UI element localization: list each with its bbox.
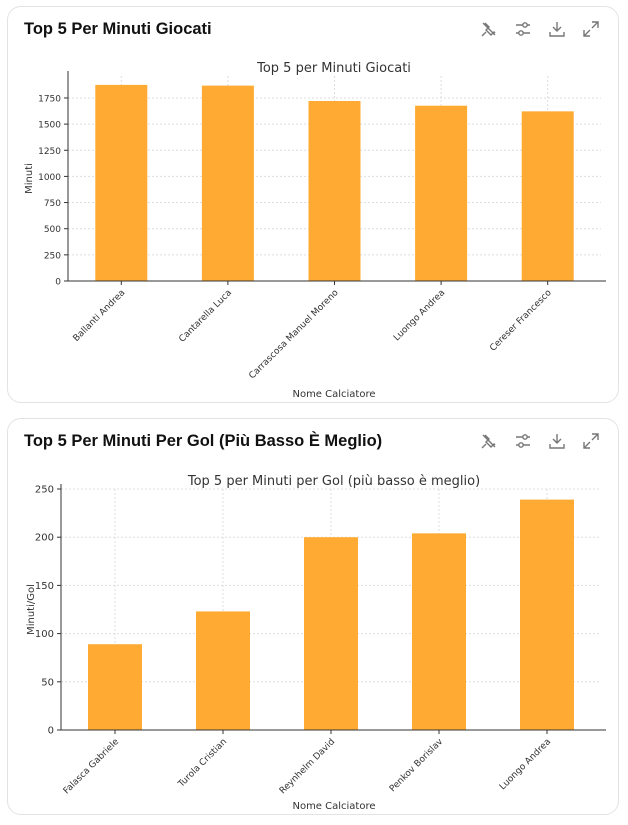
bar-chart-minutes: Top 5 per Minuti Giocati 0 250 500 750 1000 12… — [24, 61, 606, 400]
y-tick-label: 1250 — [38, 147, 61, 157]
x-tick-label: Reynhelm David — [278, 737, 337, 796]
chart-card-minutes-per-goal: Top 5 Per Minuti Per Gol (Più Basso È Me… — [7, 418, 619, 815]
bar — [521, 111, 574, 281]
card-toolbar — [480, 20, 600, 38]
expand-icon[interactable] — [582, 20, 600, 38]
y-tick-label: 1000 — [38, 173, 61, 183]
x-tick-label: Ballanti Andrea — [72, 288, 128, 344]
bar — [95, 84, 148, 281]
bar — [415, 105, 468, 282]
chart-card-minutes: Top 5 Per Minuti Giocati Top 5 per Minut… — [7, 6, 619, 403]
x-tick-label: Cantarella Luca — [177, 288, 234, 345]
chart-title: Top 5 per Minuti per Gol (più basso è me… — [187, 474, 480, 489]
download-icon[interactable] — [548, 20, 566, 38]
x-axis-label: Nome Calciatore — [292, 389, 375, 400]
x-tick-label: Falasca Gabriele — [62, 737, 122, 797]
y-tick-label: 150 — [35, 581, 54, 592]
download-icon[interactable] — [548, 432, 566, 450]
y-tick-label: 1500 — [38, 121, 61, 131]
y-tick-label: 200 — [35, 533, 54, 544]
x-tick-label: Turola Cristian — [176, 737, 229, 790]
chart-title: Top 5 per Minuti Giocati — [256, 61, 411, 76]
y-tick-label: 0 — [55, 278, 61, 288]
y-axis-label: Minuti — [24, 163, 35, 194]
settings-sliders-icon[interactable] — [514, 20, 532, 38]
bar — [88, 644, 142, 730]
x-tick-label: Luongo Andrea — [392, 288, 447, 343]
y-tick-label: 250 — [44, 251, 61, 261]
bar — [304, 537, 358, 730]
settings-sliders-icon[interactable] — [514, 432, 532, 450]
x-tick-label: Penkov Borislav — [388, 737, 446, 795]
bar — [196, 611, 250, 730]
card-title: Top 5 Per Minuti Per Gol (Più Basso È Me… — [24, 432, 383, 450]
bar-chart-minutes-per-goal: Top 5 per Minuti per Gol (più basso è me… — [26, 474, 606, 812]
card-title: Top 5 Per Minuti Giocati — [24, 20, 212, 38]
bar — [520, 499, 574, 730]
unpin-icon[interactable] — [480, 432, 498, 450]
card-toolbar — [480, 432, 600, 450]
bar — [308, 100, 361, 281]
y-tick-label: 0 — [48, 726, 54, 737]
y-tick-label: 500 — [44, 225, 61, 235]
x-axis-label: Nome Calciatore — [292, 801, 375, 812]
bar — [412, 533, 466, 730]
y-tick-label: 1750 — [38, 94, 61, 104]
x-tick-label: Cereser Francesco — [488, 288, 554, 354]
y-tick-label: 100 — [35, 629, 54, 640]
y-axis-label: Minuti/Gol — [26, 584, 37, 635]
unpin-icon[interactable] — [480, 20, 498, 38]
y-tick-label: 750 — [44, 199, 61, 209]
y-tick-label: 250 — [35, 485, 54, 496]
bar — [201, 85, 254, 281]
expand-icon[interactable] — [582, 432, 600, 450]
x-tick-label: Luongo Andrea — [498, 737, 553, 792]
x-tick-label: Carrascosa Manuel Moreno — [247, 288, 341, 382]
y-tick-label: 50 — [41, 677, 54, 688]
